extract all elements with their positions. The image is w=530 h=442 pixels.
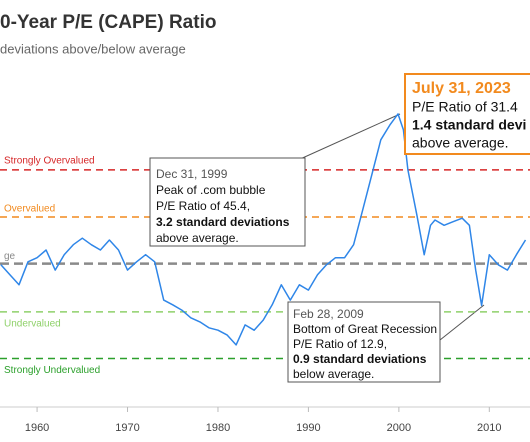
annotation-title: Dec 31, 1999 bbox=[156, 167, 228, 181]
annotation-text: P/E Ratio of 31.4 bbox=[412, 99, 518, 115]
annotation-text: Bottom of Great Recession bbox=[293, 322, 437, 336]
annotation-text: 1.4 standard devi bbox=[412, 117, 526, 133]
reference-label: Strongly Overvalued bbox=[4, 156, 95, 167]
reference-label: ge bbox=[4, 251, 16, 262]
annotation-box bbox=[404, 73, 530, 155]
data-line bbox=[0, 113, 527, 346]
annotation-text: below average. bbox=[293, 367, 374, 381]
chart-subtitle: deviations above/below average bbox=[0, 41, 186, 56]
annotation-text: 3.2 standard deviations bbox=[156, 215, 290, 229]
annotation-text: P/E Ratio of 12.9, bbox=[293, 337, 387, 351]
annotation-text: above average. bbox=[156, 231, 239, 245]
annotation-box bbox=[149, 157, 306, 247]
annotation: Dec 31, 1999 Peak of .com bubble P/E Ratio… bbox=[149, 157, 306, 247]
x-tick-label: 1960 bbox=[25, 422, 49, 434]
x-tick-label: 2000 bbox=[387, 422, 411, 434]
x-tick-label: 2010 bbox=[477, 422, 501, 434]
annotation-box bbox=[287, 301, 441, 383]
annotation-text: P/E Ratio of 45.4, bbox=[156, 199, 250, 213]
annotation-title: July 31, 2023 bbox=[412, 80, 511, 97]
annotation-pointer bbox=[439, 304, 485, 341]
x-tick-label: 1990 bbox=[296, 422, 320, 434]
annotation-title: Feb 28, 2009 bbox=[293, 307, 364, 321]
x-tick-label: 1970 bbox=[115, 422, 139, 434]
annotation-text: Peak of .com bubble bbox=[156, 183, 266, 197]
reference-label: Undervalued bbox=[4, 319, 61, 330]
annotation: July 31, 2023 P/E Ratio of 31.4 1.4 standa… bbox=[404, 73, 530, 155]
annotation-text: above average. bbox=[412, 135, 509, 151]
chart-title: 0-Year P/E (CAPE) Ratio bbox=[0, 12, 216, 33]
x-tick-label: 1980 bbox=[206, 422, 230, 434]
reference-label: Overvalued bbox=[4, 204, 55, 215]
annotation-pointer bbox=[297, 113, 401, 161]
reference-label: Strongly Undervalued bbox=[4, 365, 100, 376]
annotation-text: 0.9 standard deviations bbox=[293, 352, 427, 366]
